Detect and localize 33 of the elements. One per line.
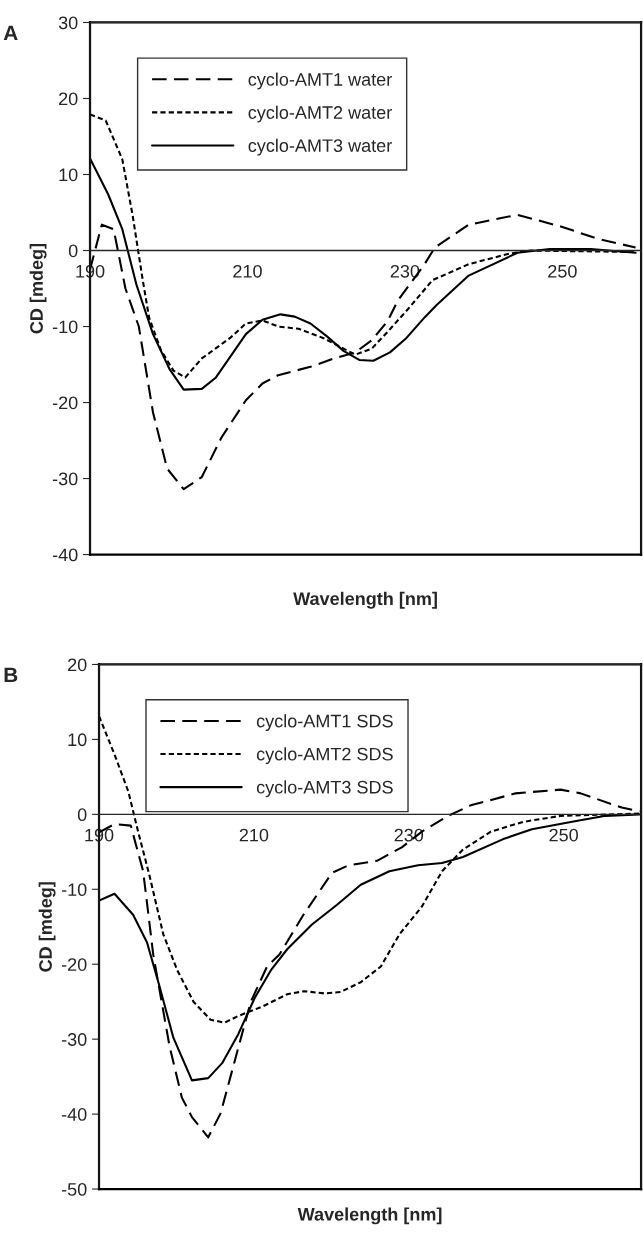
legend-label: cyclo-AMT2 water [248, 105, 392, 123]
y-tick-label: -20 [52, 396, 78, 410]
legend-label: cyclo-AMT1 water [248, 72, 392, 90]
x-tick-label: 250 [549, 828, 578, 842]
y-tick-label: 20 [59, 92, 78, 106]
x-axis-title: Wavelength [nm] [297, 1207, 442, 1225]
y-tick-label: -10 [52, 320, 78, 334]
y-axis-title: CD [mdeg] [29, 243, 47, 334]
text: A [3, 25, 18, 41]
legend-label: cyclo-AMT1 SDS [256, 714, 393, 731]
x-tick-label: 230 [390, 264, 420, 278]
y-tick-label: 0 [68, 244, 78, 258]
x-tick-label: 210 [233, 264, 262, 278]
legend-label: cyclo-AMT3 water [248, 138, 392, 156]
y-tick-label: -10 [61, 883, 87, 897]
legend-label: cyclo-AMT3 SDS [256, 780, 393, 798]
y-tick-label: 30 [58, 16, 78, 30]
y-tick-label: -20 [61, 958, 87, 971]
y-tick-label: -40 [52, 548, 78, 562]
y-tick-label: 0 [77, 808, 87, 822]
x-tick-label: 250 [548, 264, 577, 278]
y-tick-label: -30 [61, 1033, 87, 1046]
legend-label: cyclo-AMT2 SDS [256, 747, 393, 765]
y-axis-title: CD [mdeg] [38, 882, 56, 972]
x-tick-label: 210 [239, 828, 269, 842]
y-tick-label: 10 [68, 733, 87, 747]
y-tick-label: 20 [68, 658, 87, 672]
y-tick-label: 10 [59, 168, 78, 182]
y-tick-label: -40 [61, 1108, 87, 1121]
y-tick-label: -30 [52, 472, 78, 486]
x-axis-title: Wavelength [nm] [293, 591, 437, 609]
y-tick-label: -50 [61, 1182, 87, 1196]
text: B [4, 667, 18, 683]
